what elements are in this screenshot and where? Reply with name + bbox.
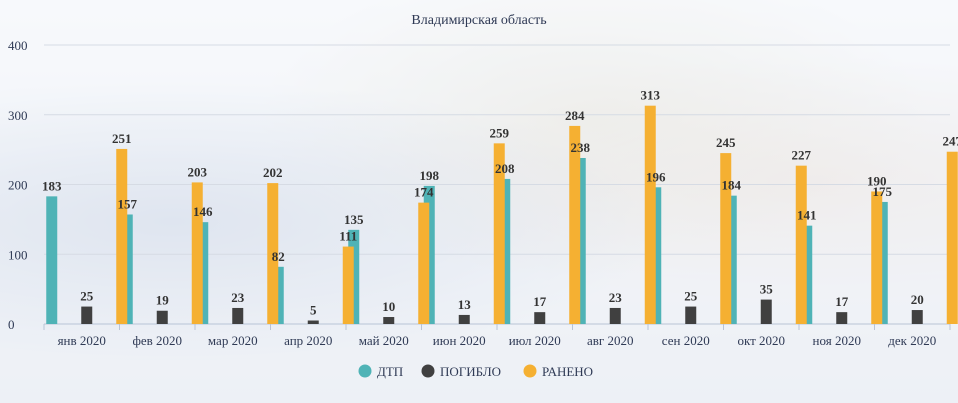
data-label: 135 xyxy=(344,212,364,227)
legend-marker xyxy=(358,364,372,378)
bar xyxy=(156,310,168,324)
y-tick-label: 100 xyxy=(8,247,28,262)
y-tick-label: 300 xyxy=(8,108,28,123)
bar xyxy=(267,183,279,324)
bar xyxy=(383,317,395,324)
bar xyxy=(871,191,883,324)
data-label: 184 xyxy=(722,178,742,193)
x-tick-label: окт 2020 xyxy=(737,333,785,348)
data-label: 175 xyxy=(873,184,893,199)
data-label: 23 xyxy=(231,290,245,305)
x-tick-label: фев 2020 xyxy=(132,333,182,348)
data-label: 196 xyxy=(646,169,666,184)
y-tick-label: 400 xyxy=(8,38,28,53)
legend-marker xyxy=(421,364,435,378)
legend-label: РАНЕНО xyxy=(542,364,593,379)
bar xyxy=(534,312,546,324)
x-tick-label: авг 2020 xyxy=(587,333,634,348)
bar xyxy=(458,314,470,324)
x-tick-label: апр 2020 xyxy=(284,333,332,348)
data-label: 25 xyxy=(684,289,698,304)
bar xyxy=(609,307,621,324)
data-label: 25 xyxy=(80,289,94,304)
bar xyxy=(720,153,732,324)
x-tick-label: ноя 2020 xyxy=(813,333,861,348)
data-label: 17 xyxy=(835,294,849,309)
data-label: 251 xyxy=(112,131,132,146)
data-label: 82 xyxy=(272,249,285,264)
data-label: 284 xyxy=(565,108,585,123)
data-label: 202 xyxy=(263,165,283,180)
bar xyxy=(911,310,923,324)
y-axis: 0 100 200 300 400 xyxy=(8,38,28,332)
bar xyxy=(493,143,505,324)
data-label: 146 xyxy=(193,204,213,219)
bar xyxy=(232,307,244,324)
data-label: 19 xyxy=(156,293,170,308)
data-label: 245 xyxy=(716,135,736,150)
data-label: 238 xyxy=(571,140,591,155)
x-tick-label: сен 2020 xyxy=(662,333,710,348)
bar xyxy=(685,306,697,324)
x-tick-label: июн 2020 xyxy=(433,333,486,348)
x-tick-label: май 2020 xyxy=(359,333,409,348)
data-label: 174 xyxy=(414,185,434,200)
data-label: 20 xyxy=(911,292,924,307)
data-label: 17 xyxy=(533,294,547,309)
x-tick-label: янв 2020 xyxy=(58,333,106,348)
y-tick-label: 0 xyxy=(8,317,15,332)
x-tick-label: дек 2020 xyxy=(888,333,936,348)
bar xyxy=(946,151,958,324)
bar xyxy=(81,306,93,324)
legend: ДТП ПОГИБЛО РАНЕНО xyxy=(358,364,593,379)
data-label: 23 xyxy=(609,290,623,305)
data-label: 198 xyxy=(420,168,440,183)
data-label: 190 xyxy=(867,173,887,188)
bar xyxy=(760,299,772,324)
x-axis: янв 2020 фев 2020 мар 2020 апр 2020 май 2020… xyxy=(43,323,951,348)
data-label: 5 xyxy=(310,303,317,318)
bar xyxy=(569,125,581,324)
data-label: 259 xyxy=(490,125,510,140)
bar xyxy=(836,312,848,324)
data-label: 208 xyxy=(495,161,515,176)
legend-label: ДТП xyxy=(377,364,403,379)
bar xyxy=(191,182,203,324)
data-label: 313 xyxy=(641,88,661,103)
bar xyxy=(46,196,58,324)
x-tick-label: июл 2020 xyxy=(509,333,561,348)
data-label: 227 xyxy=(792,148,812,163)
data-label: 35 xyxy=(760,282,774,297)
bar xyxy=(342,246,354,324)
bar xyxy=(644,105,656,325)
bars xyxy=(46,105,958,325)
bar xyxy=(795,165,807,324)
bar xyxy=(418,202,430,324)
data-label: 13 xyxy=(458,297,472,312)
legend-marker xyxy=(523,364,537,378)
legend-label: ПОГИБЛО xyxy=(440,364,501,379)
data-label: 10 xyxy=(382,299,395,314)
data-label: 247 xyxy=(943,134,958,149)
chart-title: Владимирская область xyxy=(411,13,546,28)
data-label: 111 xyxy=(339,229,357,244)
data-label: 141 xyxy=(797,208,817,223)
data-label: 157 xyxy=(118,196,138,211)
y-tick-label: 200 xyxy=(8,178,28,193)
x-tick-label: мар 2020 xyxy=(208,333,258,348)
data-label: 183 xyxy=(42,178,62,193)
data-label: 203 xyxy=(188,164,208,179)
bar xyxy=(307,320,319,324)
bar xyxy=(116,148,128,324)
